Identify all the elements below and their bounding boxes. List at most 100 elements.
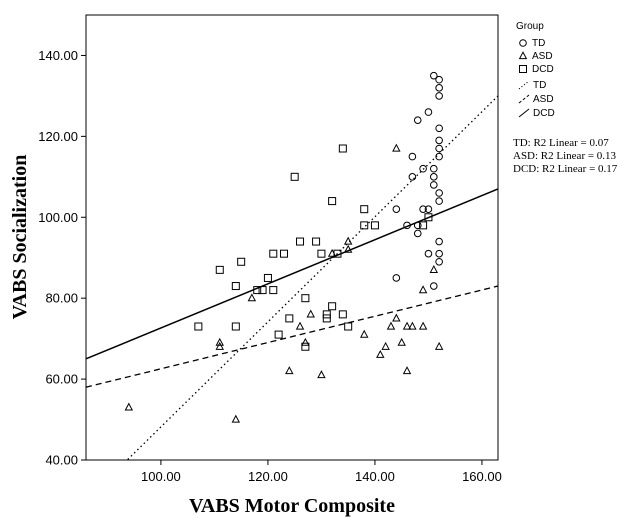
- point-td: [435, 189, 443, 197]
- legend-fit-label-asd: ASD: [533, 94, 554, 105]
- point-asd: [418, 321, 428, 330]
- legend-line-td: [518, 80, 530, 90]
- point-td: [403, 221, 411, 230]
- point-asd: [343, 236, 353, 245]
- legend-marker-td: [519, 39, 527, 47]
- point-dcd: [231, 322, 240, 331]
- point-td: [435, 257, 443, 266]
- point-asd: [408, 321, 417, 330]
- y-tick-label: 60.00: [45, 372, 78, 387]
- legend-marker-dcd: [519, 65, 527, 73]
- y-axis-ticks: 40.00 60.00 80.00 100.00 120.00 140.00: [38, 48, 86, 468]
- r2-label-asd: ASD: R2 Linear = 0.13: [513, 150, 617, 162]
- point-td: [429, 181, 438, 189]
- point-dcd: [253, 286, 262, 295]
- y-axis-title: VABS Socialization: [9, 155, 31, 320]
- point-td: [392, 274, 401, 282]
- point-td: [424, 205, 433, 213]
- point-asd: [386, 321, 396, 330]
- point-dcd: [263, 273, 272, 282]
- point-dcd: [328, 302, 337, 311]
- point-td: [413, 116, 422, 124]
- point-td: [424, 108, 433, 116]
- x-axis-title: VABS Motor Composite: [189, 495, 395, 517]
- point-dcd: [237, 257, 246, 266]
- point-asd: [215, 337, 224, 346]
- point-td: [435, 152, 443, 161]
- point-dcd: [312, 237, 321, 246]
- fit-line-dcd: [86, 188, 498, 360]
- legend-fit-label-td: TD: [533, 80, 546, 91]
- point-asd: [360, 329, 369, 338]
- point-dcd: [322, 310, 331, 319]
- legend-title: Group: [516, 21, 544, 32]
- point-asd: [285, 366, 294, 375]
- point-td: [429, 164, 438, 173]
- point-asd: [231, 414, 241, 423]
- x-tick-label: 100.00: [141, 469, 181, 484]
- point-td: [392, 205, 401, 213]
- point-td: [408, 173, 417, 181]
- point-dcd: [360, 221, 369, 230]
- x-tick-label: 140.00: [355, 469, 395, 484]
- point-td: [435, 84, 443, 92]
- point-dcd: [279, 249, 288, 258]
- point-dcd: [301, 294, 310, 303]
- point-asd: [402, 321, 412, 330]
- point-td: [435, 136, 443, 145]
- point-td: [408, 152, 417, 161]
- legend-label-asd: ASD: [532, 51, 553, 62]
- y-tick-label: 140.00: [38, 48, 78, 63]
- point-asd: [402, 366, 412, 375]
- point-dcd: [231, 282, 240, 291]
- point-td: [413, 229, 422, 238]
- r2-label-td: TD: R2 Linear = 0.07: [513, 137, 609, 149]
- point-dcd: [274, 330, 283, 339]
- data-points: [124, 71, 444, 423]
- y-tick-label: 40.00: [45, 453, 78, 468]
- point-dcd: [424, 213, 433, 222]
- point-asd: [381, 341, 390, 350]
- y-tick-label: 120.00: [38, 129, 78, 144]
- point-td: [419, 205, 427, 213]
- point-td: [429, 173, 438, 181]
- fit-line-asd: [86, 285, 498, 388]
- point-dcd: [317, 249, 326, 258]
- point-asd: [397, 337, 406, 346]
- point-td: [435, 237, 443, 246]
- point-td: [429, 71, 438, 80]
- point-asd: [301, 337, 310, 346]
- legend-fit-label-dcd: DCD: [533, 108, 555, 119]
- point-asd: [392, 143, 401, 152]
- point-td: [435, 197, 443, 205]
- x-tick-label: 120.00: [248, 469, 288, 484]
- plot-area: [85, 14, 499, 461]
- point-dcd: [215, 265, 224, 274]
- point-dcd: [301, 342, 310, 351]
- point-asd: [306, 309, 315, 318]
- point-dcd: [370, 221, 379, 230]
- legend: Group TD ASD DCD TD ASD DCD: [516, 21, 555, 119]
- point-td: [429, 282, 438, 290]
- point-td: [413, 221, 422, 230]
- point-asd: [124, 402, 134, 411]
- x-axis-ticks: 100.00 120.00 140.00 160.00: [141, 460, 502, 484]
- point-dcd: [258, 286, 267, 295]
- legend-line-dcd: [518, 108, 530, 118]
- legend-label-td: TD: [532, 38, 545, 49]
- point-asd: [317, 370, 326, 379]
- fit-lines: [86, 95, 498, 460]
- x-tick-label: 160.00: [462, 469, 502, 484]
- point-dcd: [344, 322, 353, 331]
- point-asd: [247, 293, 257, 302]
- point-asd: [418, 285, 428, 294]
- point-td: [424, 249, 433, 258]
- point-dcd: [269, 286, 278, 295]
- point-dcd: [290, 172, 299, 181]
- point-dcd: [322, 314, 331, 323]
- point-asd: [392, 313, 401, 322]
- point-dcd: [194, 322, 203, 331]
- point-asd: [343, 244, 353, 253]
- point-asd: [295, 321, 305, 330]
